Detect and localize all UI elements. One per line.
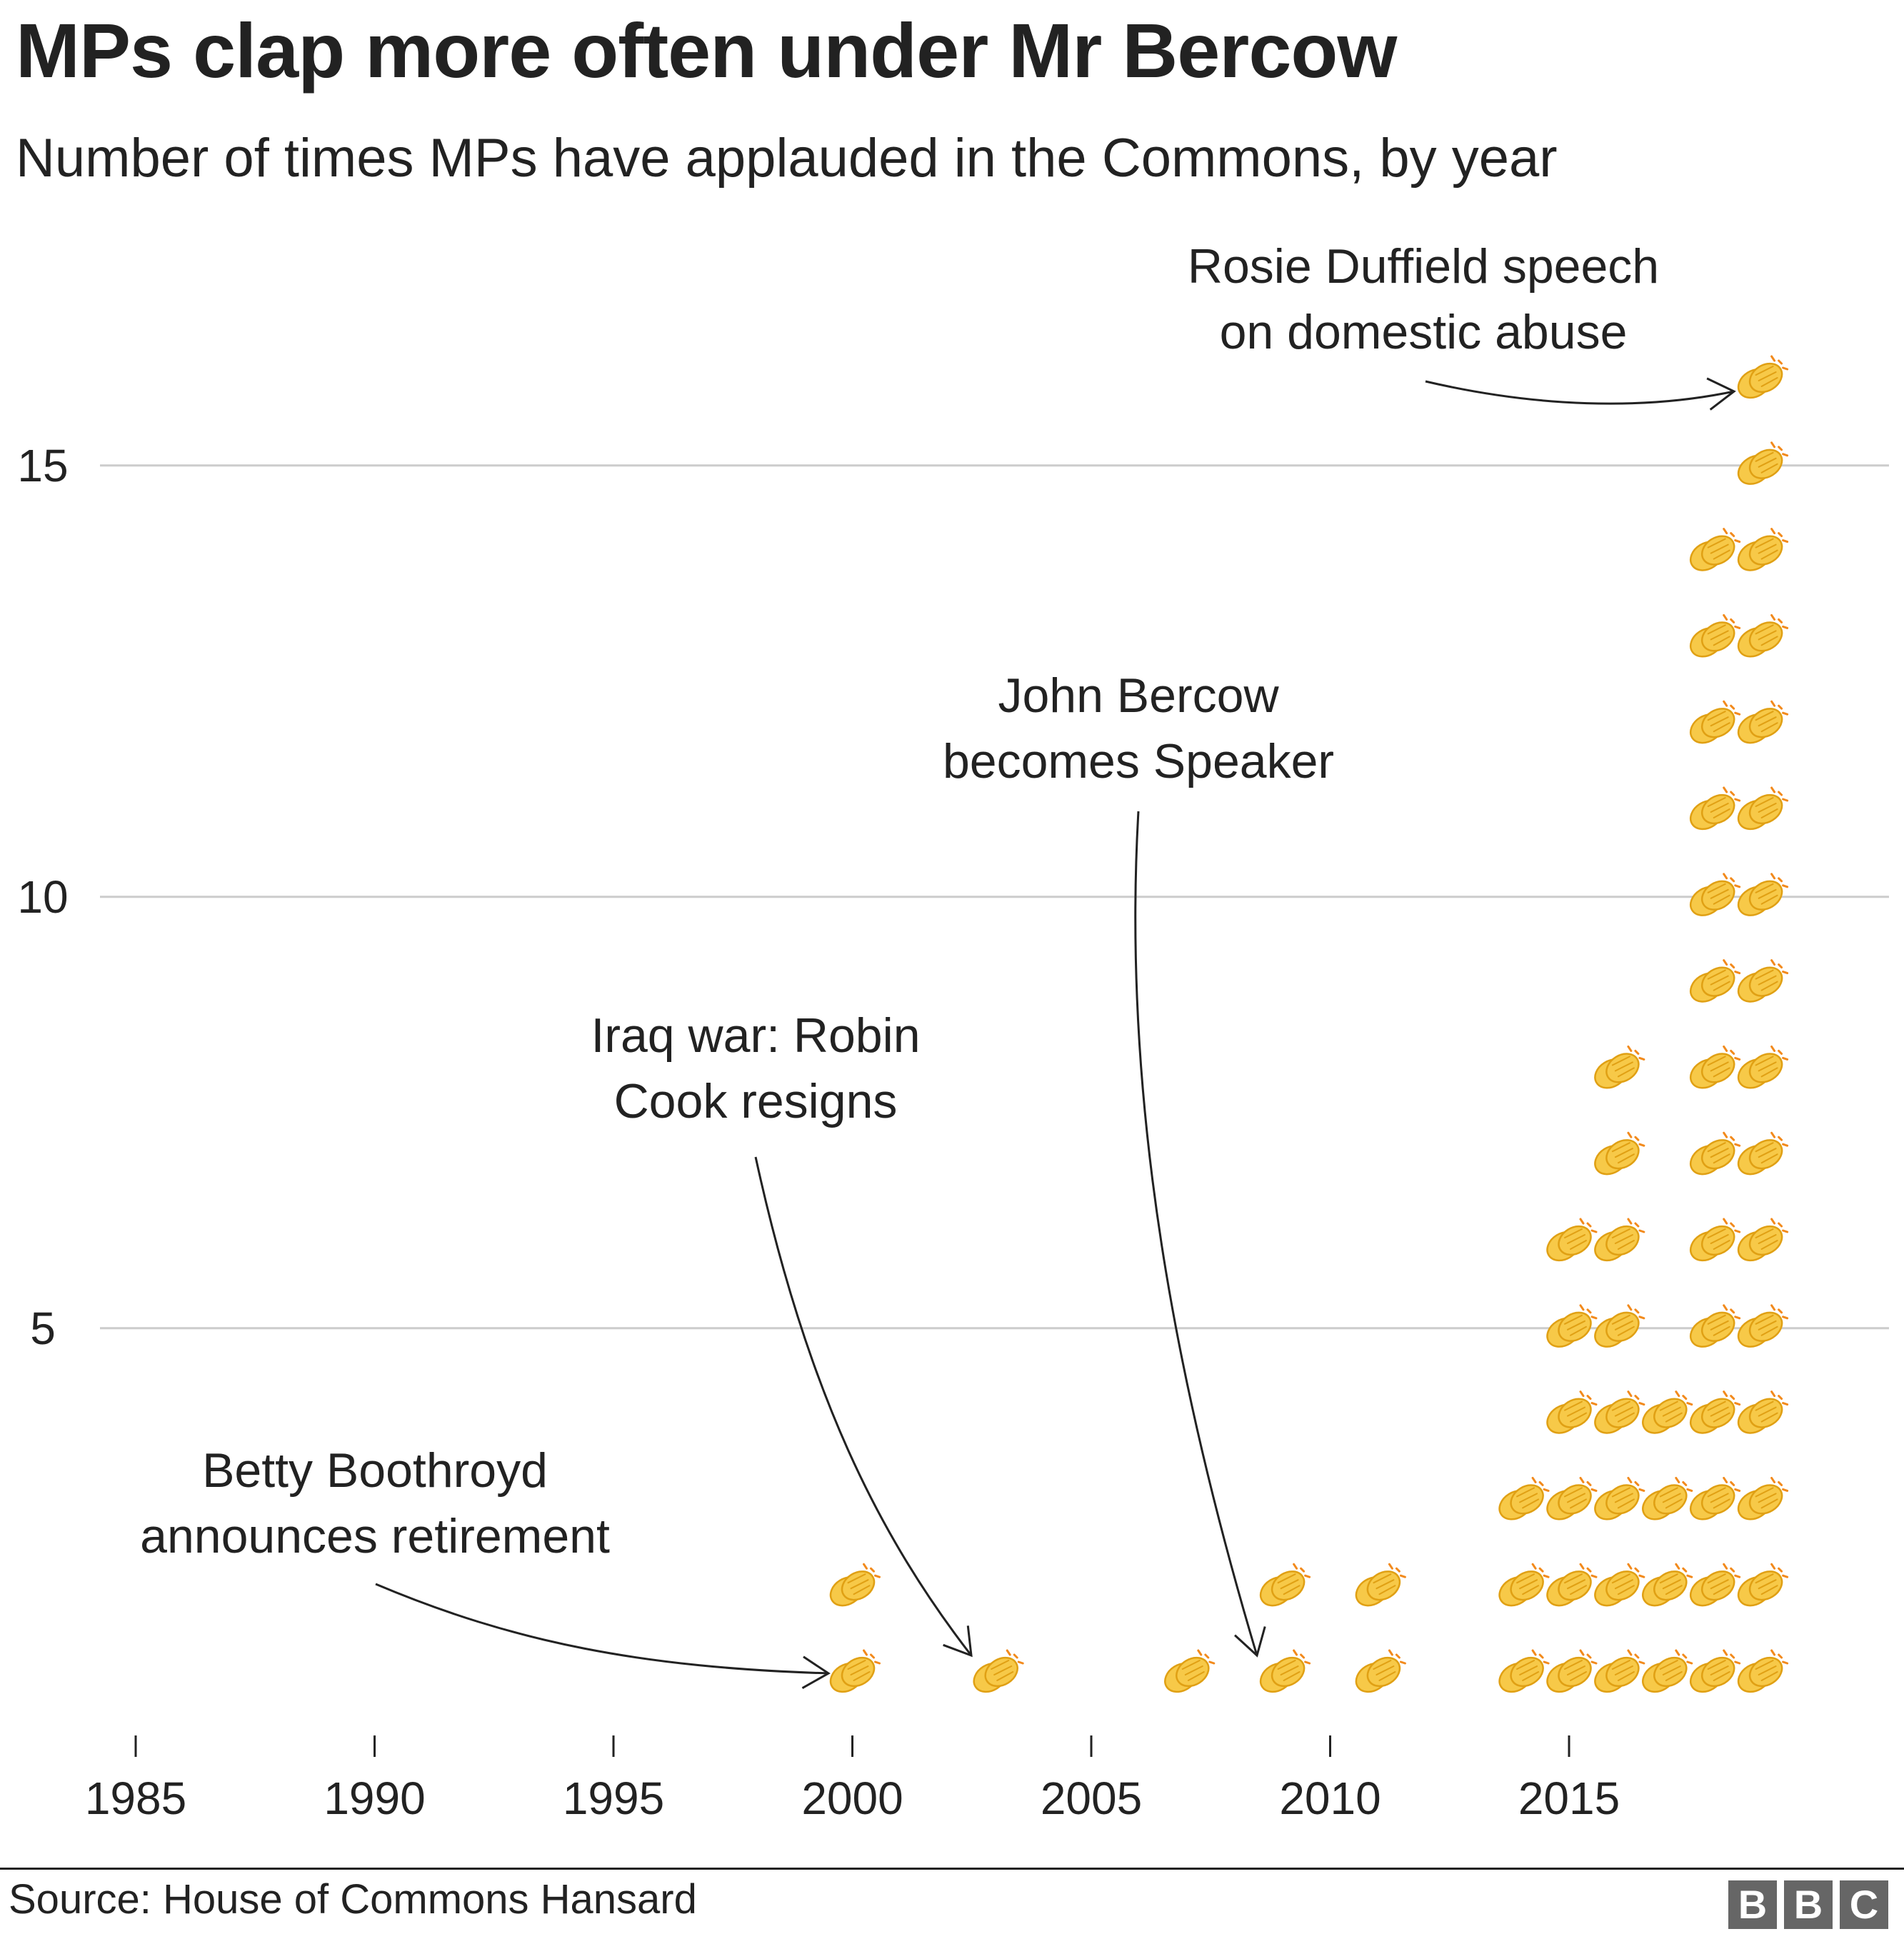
annotation-label: on domestic abuse — [1220, 305, 1628, 359]
clapping-hands-icon — [1594, 1218, 1645, 1262]
clapping-hands-icon — [829, 1649, 881, 1693]
clapping-hands-icon — [1594, 1563, 1645, 1607]
clapping-hands-icon — [1642, 1391, 1693, 1434]
pictogram-chart: 5 10 15 1985 1990 1995 2000 2005 2010 2015 Betty B… — [17, 239, 1889, 1824]
annotation-label: Betty Boothroyd — [202, 1443, 548, 1498]
clapping-hands-icon — [1546, 1649, 1598, 1693]
clapping-hands-icon — [829, 1563, 881, 1607]
clapping-hands-icon — [1689, 1649, 1741, 1693]
clapping-hands-icon — [1689, 1218, 1741, 1262]
clapping-hands-icon — [1259, 1563, 1311, 1607]
y-tick-label: 15 — [17, 440, 68, 491]
clapping-hands-icon — [1737, 1391, 1789, 1434]
clapping-hands-icon — [1737, 700, 1789, 744]
clapping-hands-icon — [1737, 1045, 1789, 1089]
annotation-label: Iraq war: Robin — [591, 1008, 920, 1063]
clapping-hands-icon — [1689, 1131, 1741, 1176]
bbc-logo-letter: C — [1840, 1880, 1888, 1929]
clapping-hands-icon — [1594, 1045, 1645, 1089]
clapping-hands-icon — [1689, 959, 1741, 1003]
annotation-label: announces retirement — [140, 1509, 610, 1563]
clapping-hands-icon — [1498, 1476, 1550, 1520]
clapping-hands-icon — [1737, 1649, 1789, 1693]
clapping-hands-icon — [1594, 1649, 1645, 1693]
clapping-hands-icon — [1546, 1391, 1598, 1434]
clapping-hands-icon — [1355, 1649, 1406, 1693]
arrowhead — [943, 1625, 973, 1658]
clapping-hands-icon — [1737, 1131, 1789, 1176]
clapping-hands-icon — [1594, 1391, 1645, 1434]
annotation-label: Cook resigns — [614, 1074, 898, 1128]
footer-divider — [0, 1868, 1904, 1870]
clapping-hands-icon — [1737, 1304, 1789, 1348]
clapping-hands-icon — [1594, 1304, 1645, 1348]
annotation-arrow — [754, 1156, 973, 1656]
x-tick-label: 1985 — [85, 1773, 186, 1824]
source-note: Source: House of Commons Hansard — [9, 1876, 697, 1923]
clapping-hands-icon — [1594, 1131, 1645, 1176]
clapping-hands-icon — [1498, 1649, 1550, 1693]
bbc-logo: B B C — [1728, 1880, 1888, 1929]
clapping-hands-icon — [1642, 1476, 1693, 1520]
bbc-logo-letter: B — [1784, 1880, 1833, 1929]
clapping-hands-icon — [1737, 528, 1789, 571]
arrowhead — [801, 1655, 831, 1689]
clapping-hands-icon — [1737, 1563, 1789, 1607]
x-tick-label: 2005 — [1041, 1773, 1142, 1824]
arrowhead — [1234, 1626, 1266, 1658]
clapping-hands-icon — [1737, 613, 1789, 658]
x-tick-label: 1995 — [563, 1773, 664, 1824]
clapping-hands-icon — [1689, 1476, 1741, 1520]
y-tick-label: 5 — [30, 1303, 56, 1354]
clapping-hands-icon — [1498, 1563, 1550, 1607]
clapping-hands-icon — [1689, 1045, 1741, 1089]
bbc-logo-letter: B — [1728, 1880, 1777, 1929]
chart-title: MPs clap more often under Mr Bercow — [16, 7, 1397, 94]
clapping-hands-icon — [1642, 1649, 1693, 1693]
clapping-hands-icon — [1689, 1563, 1741, 1607]
clapping-hands-icon — [1689, 700, 1741, 744]
clapping-hands-icon — [1689, 1391, 1741, 1434]
clapping-hands-icon — [1689, 613, 1741, 658]
clapping-hands-icon — [1594, 1476, 1645, 1520]
clapping-hands-icon — [1689, 528, 1741, 571]
clapping-hands-icon — [1546, 1563, 1598, 1607]
annotation-arrow — [1425, 380, 1735, 405]
y-tick-label: 10 — [17, 871, 68, 923]
clapping-hands-icon — [1737, 786, 1789, 831]
x-tick-label: 2015 — [1518, 1773, 1620, 1824]
annotation-arrow — [375, 1583, 829, 1675]
clapping-hands-icon — [1546, 1304, 1598, 1348]
clapping-hands-icon — [973, 1649, 1024, 1693]
clapping-hands-icon — [1737, 1218, 1789, 1262]
clapping-hands-icon — [1689, 786, 1741, 831]
annotation-label: John Bercow — [998, 668, 1279, 723]
x-tick-label: 2010 — [1279, 1773, 1381, 1824]
clapping-hands-icon — [1689, 873, 1741, 916]
clapping-hands-icon — [1546, 1476, 1598, 1520]
clapping-hands-icon — [1546, 1218, 1598, 1262]
clapping-hands-icon — [1737, 1476, 1789, 1520]
clapping-hands-icon — [1642, 1563, 1693, 1607]
chart-subtitle: Number of times MPs have applauded in th… — [16, 128, 1558, 189]
clapping-hands-icon — [1355, 1563, 1406, 1607]
clapping-hands-icon — [1164, 1649, 1216, 1693]
clapping-hands-icon — [1259, 1649, 1311, 1693]
x-tick-label: 2000 — [801, 1773, 903, 1824]
clapping-hands-icon — [1689, 1304, 1741, 1348]
arrowhead — [1706, 377, 1736, 411]
annotation-label: Rosie Duffield speech — [1188, 239, 1659, 294]
clapping-hands-icon — [1737, 355, 1789, 399]
clapping-hands-icon — [1737, 441, 1789, 485]
annotation-label: becomes Speaker — [943, 734, 1334, 788]
clapping-hands-icon — [1737, 959, 1789, 1003]
clapping-hands-icon — [1737, 873, 1789, 916]
annotation-arrow — [1134, 811, 1258, 1656]
x-tick-label: 1990 — [324, 1773, 425, 1824]
